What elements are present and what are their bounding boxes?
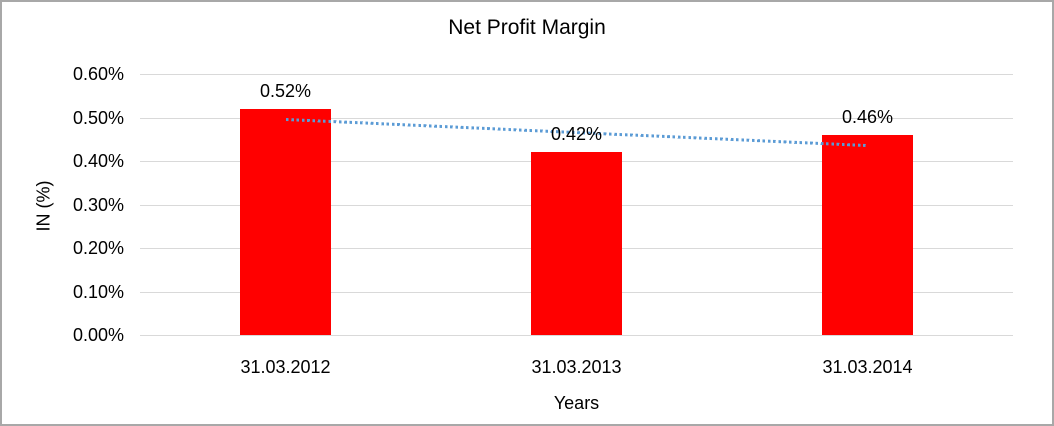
- chart-title: Net Profit Margin: [448, 16, 606, 39]
- y-tick-label: 0.60%: [72, 64, 124, 84]
- y-tick-label: 0.10%: [72, 281, 124, 302]
- x-axis-title: Years: [553, 393, 600, 413]
- x-tick-label: 31.03.2014: [822, 357, 913, 377]
- x-tick-label: 31.03.2013: [531, 357, 622, 377]
- bar: [531, 152, 622, 335]
- y-tick-label: 0.30%: [72, 194, 124, 215]
- y-tick-label: 0.40%: [72, 151, 124, 171]
- gridline: [140, 73, 1013, 75]
- bar-data-label: 0.46%: [841, 106, 894, 127]
- bar-data-label: 0.52%: [259, 80, 312, 101]
- y-tick-label: 0.00%: [72, 325, 124, 345]
- bar: [240, 108, 331, 335]
- x-tick-label: 31.03.2012: [240, 357, 331, 377]
- y-tick-label: 0.20%: [72, 238, 124, 258]
- y-tick-label: 0.50%: [72, 107, 124, 128]
- gridline: [140, 117, 1013, 119]
- plot-area: 0.52% 0.42% 0.46%: [140, 73, 1013, 336]
- bar-data-label: 0.42%: [550, 124, 603, 145]
- bar: [822, 134, 913, 335]
- gridline: [140, 334, 1013, 336]
